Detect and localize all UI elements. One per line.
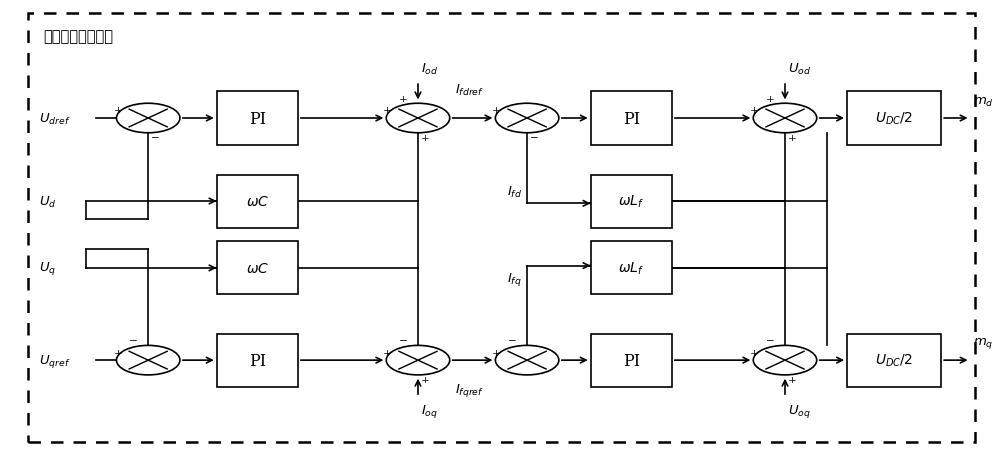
Text: $U_{od}$: $U_{od}$ <box>788 62 811 77</box>
Text: $I_{od}$: $I_{od}$ <box>421 62 438 77</box>
Text: $I_{oq}$: $I_{oq}$ <box>421 402 438 419</box>
Text: +: + <box>113 348 122 357</box>
Circle shape <box>386 346 450 375</box>
Text: $\omega C$: $\omega C$ <box>246 261 269 275</box>
Text: $I_{fdref}$: $I_{fdref}$ <box>455 83 484 98</box>
Text: +: + <box>788 134 796 143</box>
Text: +: + <box>750 106 759 115</box>
Bar <box>217 175 298 228</box>
Text: +: + <box>766 95 775 104</box>
Text: −: − <box>508 337 517 345</box>
Bar <box>217 242 298 295</box>
Text: +: + <box>421 134 429 143</box>
Text: $m_q$: $m_q$ <box>973 335 994 350</box>
Text: +: + <box>399 95 408 104</box>
Circle shape <box>753 104 817 133</box>
Text: −: − <box>151 134 160 143</box>
Text: $U_{qref}$: $U_{qref}$ <box>39 352 71 369</box>
Bar <box>591 92 672 145</box>
Text: $I_{fqref}$: $I_{fqref}$ <box>455 381 484 398</box>
Text: −: − <box>530 134 538 143</box>
Circle shape <box>495 346 559 375</box>
Text: PI: PI <box>249 352 266 369</box>
Text: PI: PI <box>623 352 640 369</box>
Bar <box>217 92 298 145</box>
Text: $U_q$: $U_q$ <box>39 260 56 277</box>
Text: +: + <box>492 106 501 115</box>
Bar <box>591 175 672 228</box>
Text: −: − <box>766 337 775 345</box>
Text: +: + <box>788 375 796 384</box>
Bar <box>847 334 941 387</box>
Text: $U_{DC}/2$: $U_{DC}/2$ <box>875 111 913 127</box>
Text: −: − <box>399 337 408 345</box>
Text: $I_{fd}$: $I_{fd}$ <box>507 184 522 199</box>
Text: $U_{oq}$: $U_{oq}$ <box>788 402 811 419</box>
Text: +: + <box>383 106 392 115</box>
Text: −: − <box>129 337 138 345</box>
Text: PI: PI <box>623 110 640 127</box>
Text: $\omega L_f$: $\omega L_f$ <box>618 194 644 210</box>
Text: $U_{DC}/2$: $U_{DC}/2$ <box>875 352 913 369</box>
Text: $m_d$: $m_d$ <box>973 95 994 109</box>
Text: +: + <box>113 106 122 115</box>
Bar <box>591 242 672 295</box>
Circle shape <box>116 346 180 375</box>
Text: PI: PI <box>249 110 266 127</box>
Bar <box>847 92 941 145</box>
Text: $U_d$: $U_d$ <box>39 194 57 209</box>
Text: +: + <box>492 348 501 357</box>
Text: $\omega L_f$: $\omega L_f$ <box>618 260 644 276</box>
Circle shape <box>753 346 817 375</box>
Text: +: + <box>750 348 759 357</box>
Text: $\omega C$: $\omega C$ <box>246 194 269 208</box>
Circle shape <box>495 104 559 133</box>
Text: $I_{fq}$: $I_{fq}$ <box>507 270 522 288</box>
Text: 电压电流双环控制: 电压电流双环控制 <box>43 29 113 44</box>
Circle shape <box>116 104 180 133</box>
Bar <box>217 334 298 387</box>
Text: +: + <box>383 348 392 357</box>
Bar <box>591 334 672 387</box>
Text: +: + <box>421 375 429 384</box>
Text: $U_{dref}$: $U_{dref}$ <box>39 111 71 126</box>
Circle shape <box>386 104 450 133</box>
